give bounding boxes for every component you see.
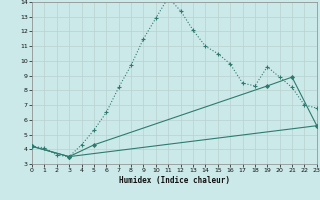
- X-axis label: Humidex (Indice chaleur): Humidex (Indice chaleur): [119, 176, 230, 185]
